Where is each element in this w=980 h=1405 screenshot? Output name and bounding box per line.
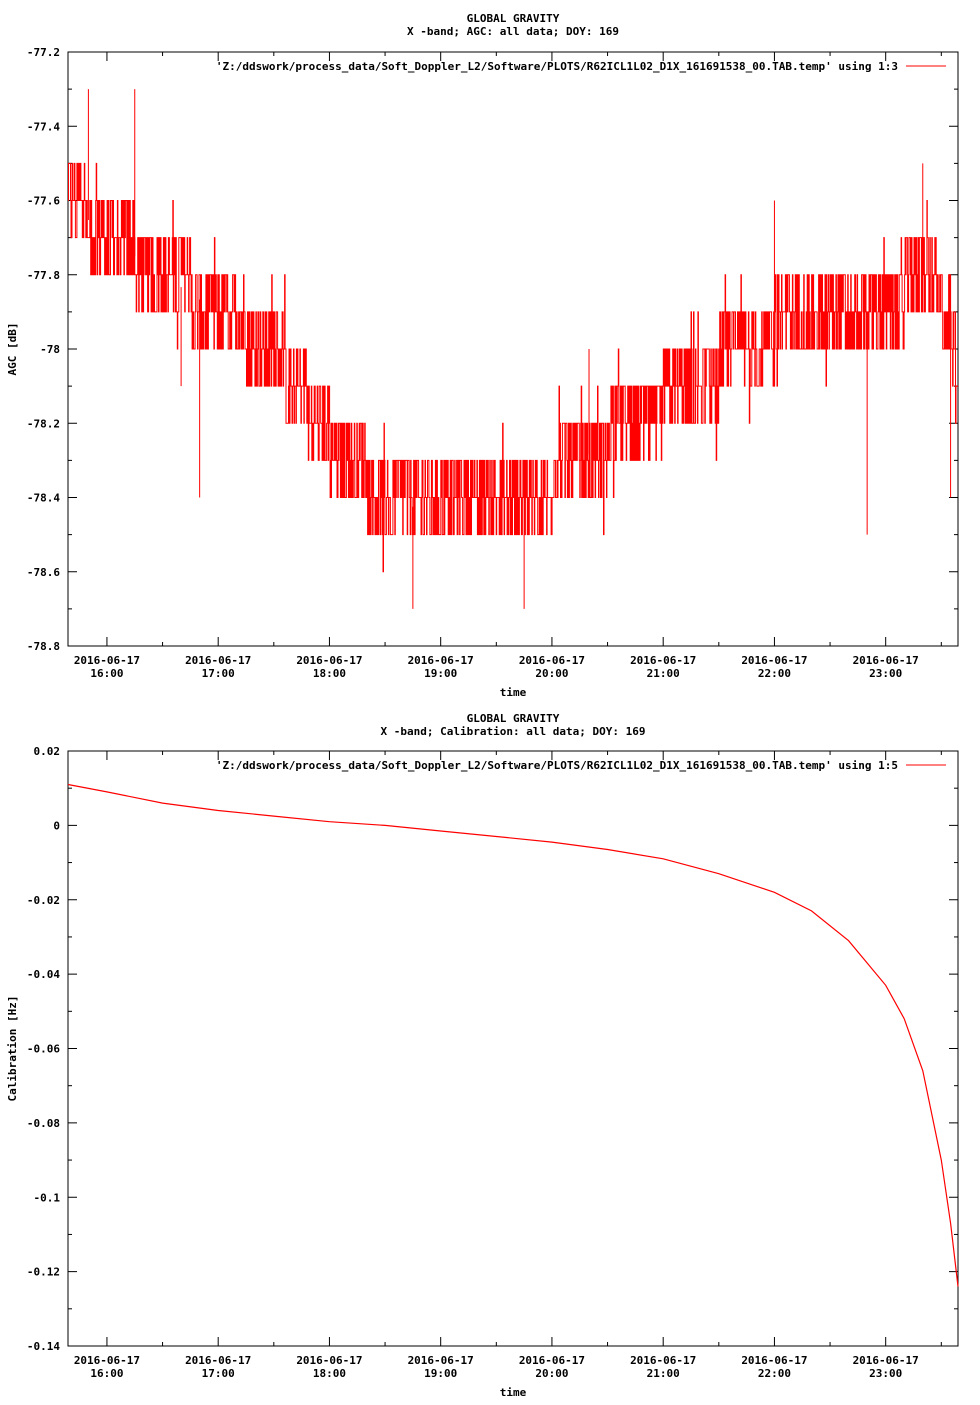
- x-tick-time: 20:00: [535, 667, 568, 680]
- y-axis-label: AGC [dB]: [6, 323, 19, 376]
- y-axis-label: Calibration [Hz]: [6, 996, 19, 1102]
- x-tick-date: 2016-06-17: [853, 654, 919, 667]
- x-tick-time: 19:00: [424, 1367, 457, 1380]
- y-tick-label: -78: [40, 343, 60, 356]
- y-tick-label: -0.1: [34, 1191, 61, 1204]
- chart-title: GLOBAL GRAVITY: [467, 712, 560, 725]
- y-tick-label: -78.8: [27, 640, 60, 653]
- y-tick-label: -0.12: [27, 1266, 60, 1279]
- x-axis-label: time: [500, 1386, 527, 1399]
- x-tick-time: 19:00: [424, 667, 457, 680]
- y-tick-label: -78.6: [27, 566, 60, 579]
- x-tick-date: 2016-06-17: [519, 654, 585, 667]
- x-tick-time: 18:00: [313, 667, 346, 680]
- chart-title: GLOBAL GRAVITY: [467, 12, 560, 25]
- y-tick-label: -0.04: [27, 968, 60, 981]
- x-tick-time: 20:00: [535, 1367, 568, 1380]
- x-tick-time: 18:00: [313, 1367, 346, 1380]
- x-tick-time: 23:00: [869, 667, 902, 680]
- x-tick-date: 2016-06-17: [296, 1354, 362, 1367]
- y-tick-label: -78.2: [27, 417, 60, 430]
- x-tick-date: 2016-06-17: [519, 1354, 585, 1367]
- plot-frame: [67, 750, 959, 1347]
- x-tick-date: 2016-06-17: [741, 654, 807, 667]
- x-tick-time: 22:00: [758, 1367, 791, 1380]
- y-tick-label: -0.14: [27, 1340, 60, 1353]
- x-tick-date: 2016-06-17: [74, 654, 140, 667]
- y-tick-label: -78.4: [27, 492, 60, 505]
- x-tick-time: 17:00: [202, 1367, 235, 1380]
- x-tick-date: 2016-06-17: [408, 1354, 474, 1367]
- y-tick-label: 0.02: [34, 745, 61, 758]
- x-tick-date: 2016-06-17: [408, 654, 474, 667]
- x-tick-time: 17:00: [202, 667, 235, 680]
- y-tick-label: -0.02: [27, 894, 60, 907]
- y-tick-label: 0: [53, 819, 60, 832]
- y-tick-label: -77.8: [27, 269, 60, 282]
- x-tick-time: 16:00: [90, 667, 123, 680]
- x-tick-time: 22:00: [758, 667, 791, 680]
- x-tick-date: 2016-06-17: [185, 654, 251, 667]
- x-tick-date: 2016-06-17: [630, 654, 696, 667]
- y-tick-label: -77.4: [27, 120, 60, 133]
- legend-label: 'Z:/ddswork/process_data/Soft_Doppler_L2…: [216, 759, 898, 772]
- series-line: [68, 162, 958, 573]
- x-tick-time: 23:00: [869, 1367, 902, 1380]
- chart-subtitle: X -band; AGC: all data; DOY: 169: [407, 25, 619, 38]
- x-tick-date: 2016-06-17: [630, 1354, 696, 1367]
- x-tick-date: 2016-06-17: [741, 1354, 807, 1367]
- x-tick-date: 2016-06-17: [74, 1354, 140, 1367]
- y-tick-label: -77.6: [27, 195, 60, 208]
- x-tick-time: 21:00: [647, 1367, 680, 1380]
- x-tick-date: 2016-06-17: [185, 1354, 251, 1367]
- series-line: [67, 783, 959, 1287]
- y-tick-label: -0.06: [27, 1043, 60, 1056]
- x-tick-time: 21:00: [647, 667, 680, 680]
- legend-label: 'Z:/ddswork/process_data/Soft_Doppler_L2…: [216, 60, 898, 73]
- x-tick-date: 2016-06-17: [853, 1354, 919, 1367]
- y-tick-label: -77.2: [27, 46, 60, 59]
- x-axis-label: time: [500, 686, 527, 699]
- y-tick-label: -0.08: [27, 1117, 60, 1130]
- chart-subtitle: X -band; Calibration: all data; DOY: 169: [381, 725, 646, 738]
- x-tick-date: 2016-06-17: [296, 654, 362, 667]
- x-tick-time: 16:00: [90, 1367, 123, 1380]
